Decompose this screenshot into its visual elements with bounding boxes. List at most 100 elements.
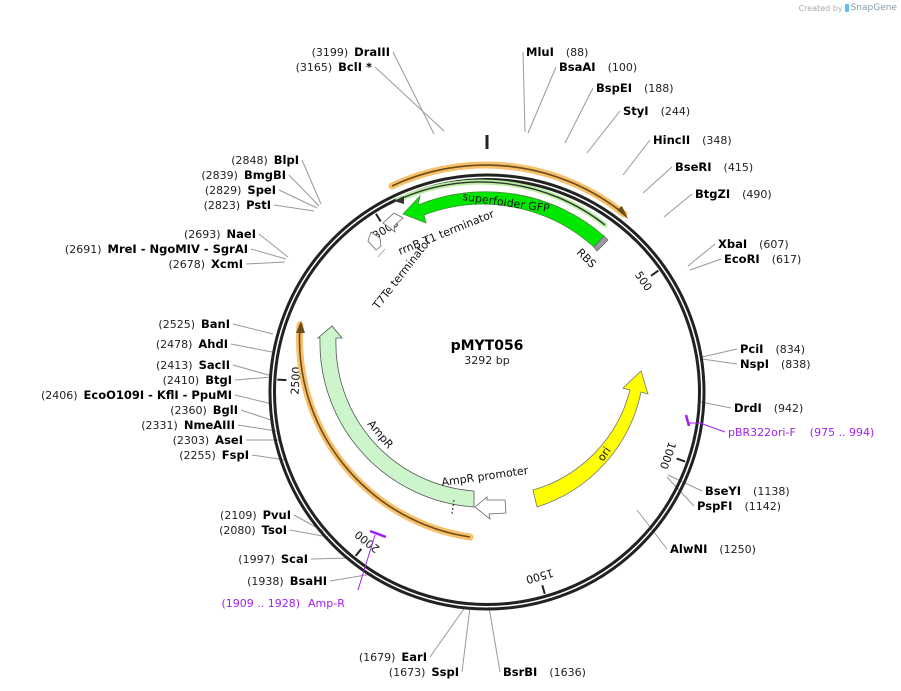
site-drdi[interactable]: DrdI (942): [734, 401, 803, 415]
leader-btgzi: [663, 193, 693, 218]
site-position: (244): [661, 105, 691, 118]
site-hincii[interactable]: HincII (348): [653, 133, 732, 147]
site-name: AseI: [215, 433, 243, 447]
site-spei[interactable]: SpeI (2829): [205, 183, 276, 197]
site-bsaai[interactable]: BsaAI (100): [559, 60, 637, 74]
site-name: XcmI: [211, 257, 243, 271]
site-pcii[interactable]: PciI (834): [740, 342, 805, 356]
tick-2500: [277, 378, 287, 382]
site-naei[interactable]: NaeI (2693): [184, 227, 256, 241]
site-position: (1679): [359, 651, 396, 664]
site-name: BseYI: [705, 484, 741, 498]
feature-ori[interactable]: ori: [532, 370, 649, 508]
site-bsahi[interactable]: BsaHI (1938): [247, 574, 327, 588]
site-styi[interactable]: StyI (244): [623, 104, 690, 118]
leader-bani: [232, 323, 274, 335]
site-scai[interactable]: ScaI (1997): [238, 552, 308, 566]
site-name: SacII: [199, 358, 230, 372]
site-name: BtgI: [205, 373, 232, 387]
site-position: (88): [566, 46, 589, 59]
site-name: PspFI: [697, 499, 732, 513]
gfp-orf-line: [394, 179, 608, 228]
site-sacii[interactable]: SacII (2413): [156, 358, 230, 372]
site-name: BtgZI: [695, 187, 730, 201]
site-position: (490): [742, 188, 772, 201]
site-alwni[interactable]: AlwNI (1250): [670, 542, 756, 556]
leader-drdi: [700, 401, 732, 409]
site-name: XbaI: [718, 237, 747, 251]
site-nmeaiii[interactable]: NmeAIII (2331): [141, 418, 235, 432]
site-name: BsaHI: [290, 574, 327, 588]
primer-name: Amp-R: [308, 597, 345, 610]
site-name: ScaI: [281, 552, 308, 566]
site-position: (2109): [220, 509, 257, 522]
site-blpi[interactable]: BlpI (2848): [231, 153, 299, 167]
site-position: (2406): [41, 389, 78, 402]
site-mrei-ngomiv-sgrai[interactable]: MreI - NgoMIV - SgrAI (2691): [65, 242, 248, 256]
orf-left[interactable]: [296, 321, 474, 541]
site-mlui[interactable]: MluI (88): [526, 45, 588, 59]
site-bani[interactable]: BanI (2525): [158, 317, 230, 331]
site-fspi[interactable]: FspI (2255): [179, 448, 249, 462]
site-name: EcoO109I - KflI - PpuMI: [84, 388, 232, 402]
credit-text: Created by: [798, 3, 843, 13]
site-bspei[interactable]: BspEI (188): [596, 81, 674, 95]
orf-top[interactable]: [388, 161, 628, 219]
leader-bsaai: [527, 66, 557, 134]
primer-amp-r[interactable]: Amp-R (1909 .. 1928): [221, 529, 387, 610]
site-psti[interactable]: PstI (2823): [204, 198, 271, 212]
site-name: BclI *: [338, 60, 372, 74]
site-bseyi[interactable]: BseYI (1138): [705, 484, 790, 498]
site-btgzi[interactable]: BtgZI (490): [695, 187, 772, 201]
site-position: (2331): [141, 419, 178, 432]
site-name: DraIII: [354, 45, 390, 59]
tick-1000: [676, 457, 686, 463]
tick-2000: [354, 548, 363, 557]
site-ahdi[interactable]: AhdI (2478): [156, 337, 228, 351]
site-btgi[interactable]: BtgI (2410): [163, 373, 232, 387]
site-name: StyI: [623, 104, 649, 118]
site-position: (1997): [238, 553, 275, 566]
site-bcli[interactable]: BclI * (3165): [296, 60, 372, 74]
leader-spei: [278, 189, 318, 209]
site-bsrbi[interactable]: BsrBI (1636): [503, 665, 586, 679]
leader-ahdi: [230, 343, 273, 353]
site-asei[interactable]: AseI (2303): [173, 433, 243, 447]
site-ecori[interactable]: EcoRI (617): [724, 252, 801, 266]
site-position: (2829): [205, 184, 242, 197]
site-position: (3199): [312, 46, 349, 59]
site-draiii[interactable]: DraIII (3199): [312, 45, 390, 59]
site-eari[interactable]: EarI (1679): [359, 650, 427, 664]
site-sspi[interactable]: SspI (1673): [389, 665, 459, 679]
leader-nmeaiii: [237, 424, 277, 432]
site-bseri[interactable]: BseRI (415): [675, 160, 753, 174]
leader-scai: [310, 557, 351, 560]
leader-xcmi: [245, 261, 286, 265]
primer-leader: [688, 422, 726, 433]
leader-bspei: [564, 87, 594, 144]
leader-bmgbi: [288, 174, 320, 207]
site-bgli[interactable]: BglI (2360): [170, 403, 238, 417]
site-xbai[interactable]: XbaI (607): [718, 237, 789, 251]
site-name: AhdI: [198, 337, 228, 351]
site-position: (607): [759, 238, 789, 251]
site-position: (100): [608, 61, 638, 74]
site-bmgbi[interactable]: BmgBI (2839): [201, 168, 286, 182]
site-pvui[interactable]: PvuI (2109): [220, 508, 291, 522]
snapgene-logo-icon: [844, 4, 849, 12]
site-pspfi[interactable]: PspFI (1142): [697, 499, 781, 513]
site-xcmi[interactable]: XcmI (2678): [168, 257, 243, 271]
feature-rrnb-t1-terminator[interactable]: rrnB T1 terminator: [382, 207, 496, 258]
site-name: TsoI: [262, 523, 287, 537]
site-position: (1142): [744, 500, 781, 513]
site-nspi[interactable]: NspI (838): [740, 357, 811, 371]
site-tsoi[interactable]: TsoI (2080): [219, 523, 287, 537]
site-ecoo109i-kfli-ppumi[interactable]: EcoO109I - KflI - PpuMI (2406): [41, 388, 232, 402]
site-name: BseRI: [675, 160, 712, 174]
leader-tsoi: [289, 529, 329, 538]
feature-label-ampr-promoter: AmpR promoter: [441, 464, 530, 489]
site-position: (2080): [219, 524, 256, 537]
site-name: HincII: [653, 133, 690, 147]
primer-pbr322ori-f[interactable]: pBR322ori-F (975 .. 994): [684, 414, 874, 439]
